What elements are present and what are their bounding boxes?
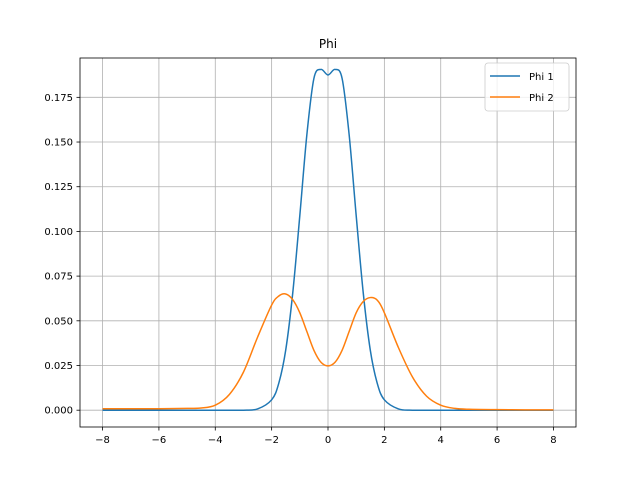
x-tick-label: 4 (438, 435, 444, 446)
legend-label-phi-1: Phi 1 (529, 72, 554, 83)
x-tick-label: −2 (264, 435, 279, 446)
chart-title: Phi (319, 37, 337, 51)
y-tick-label: 0.150 (44, 138, 73, 149)
grid (80, 58, 576, 427)
legend: Phi 1 Phi 2 (484, 62, 570, 112)
y-tick-label: 0.025 (44, 361, 73, 372)
y-axis-ticks: 0.000 0.025 0.050 0.075 0.100 0.125 0.150 0.175 (44, 93, 80, 417)
y-tick-label: 0.075 (44, 272, 73, 283)
y-tick-label: 0.100 (44, 227, 73, 238)
x-tick-label: 0 (325, 435, 331, 446)
x-tick-label: −4 (208, 435, 223, 446)
y-tick-label: 0.000 (44, 406, 73, 417)
y-tick-label: 0.125 (44, 182, 73, 193)
x-tick-label: 8 (550, 435, 556, 446)
x-tick-label: −6 (152, 435, 167, 446)
x-tick-label: −8 (95, 435, 110, 446)
legend-label-phi-2: Phi 2 (529, 93, 554, 104)
series-lines (102, 68, 554, 412)
y-tick-label: 0.175 (44, 93, 73, 104)
y-tick-label: 0.050 (44, 316, 73, 327)
x-tick-label: 2 (381, 435, 387, 446)
x-axis-ticks: −8 −6 −4 −2 0 2 4 6 8 (95, 427, 557, 446)
x-tick-label: 6 (494, 435, 500, 446)
series-line-phi-2 (102, 293, 554, 411)
series-line-phi-1 (102, 68, 554, 412)
legend-box (484, 62, 570, 112)
